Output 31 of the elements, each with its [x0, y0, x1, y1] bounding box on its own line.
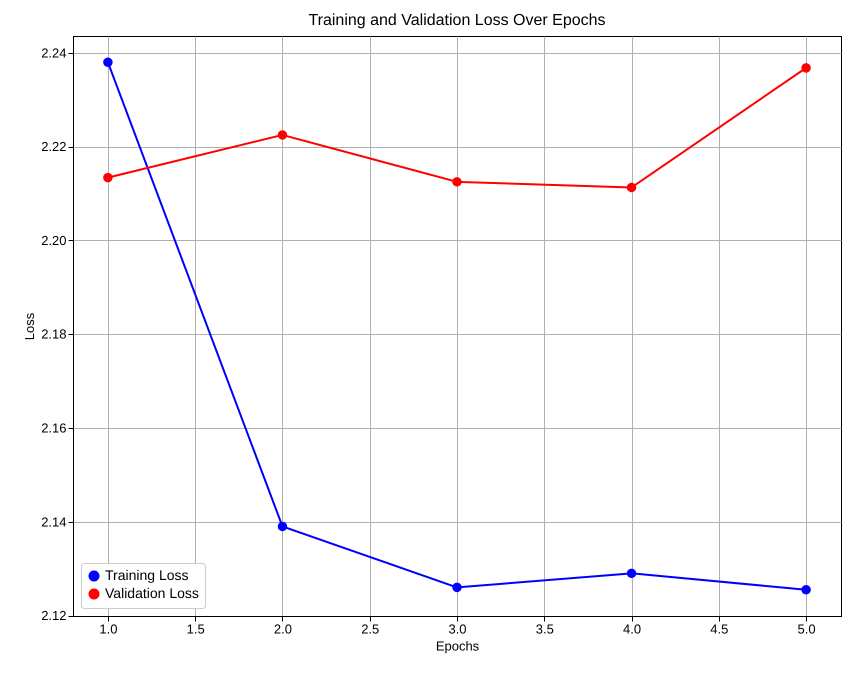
point — [626, 182, 636, 192]
y-tick-label: 2.16 — [41, 420, 66, 436]
x-tick-label: 5.0 — [798, 622, 816, 636]
x-tick-label: 1.0 — [99, 622, 118, 636]
x-axis-title: Epochs — [436, 638, 480, 654]
y-axis-title: Loss — [22, 312, 38, 340]
legend-label: Training Loss — [105, 567, 189, 583]
x-tick-label: 4.0 — [623, 622, 642, 636]
y-tick-label: 2.22 — [41, 139, 66, 154]
x-tick-label: 2.0 — [274, 622, 292, 636]
x-tick-label: 2.5 — [361, 622, 380, 636]
chart-title: Training and Validation Loss Over Epochs — [308, 12, 606, 29]
legend-label: Validation Loss — [105, 585, 199, 601]
point — [103, 172, 113, 182]
point — [801, 63, 811, 73]
y-tick-label: 2.12 — [41, 608, 66, 624]
point — [103, 58, 113, 67]
y-tick-label: 2.24 — [41, 45, 66, 60]
point — [278, 130, 288, 140]
point — [626, 568, 636, 578]
y-tick-label: 2.14 — [41, 514, 66, 530]
x-tick-label: 3.5 — [536, 622, 554, 636]
x-tick-label: 4.5 — [710, 622, 728, 636]
x-tick-label: 3.0 — [448, 622, 467, 636]
x-tick-label: 1.5 — [186, 622, 205, 636]
point — [278, 522, 288, 532]
point — [452, 582, 462, 592]
point — [452, 177, 462, 187]
y-tick-label: 2.20 — [41, 232, 66, 248]
point — [801, 585, 811, 594]
y-tick-label: 2.18 — [41, 326, 66, 342]
